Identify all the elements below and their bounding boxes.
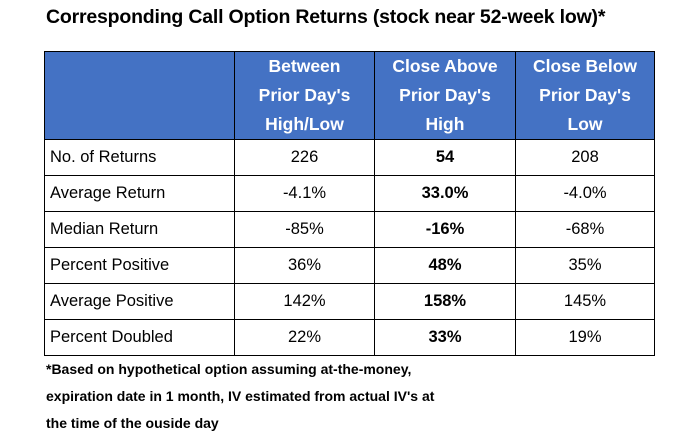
- footnote-line: expiration date in 1 month, IV estimated…: [46, 388, 435, 404]
- cell-between: -85%: [234, 211, 375, 248]
- footnote-line: the time of the ouside day: [46, 415, 219, 431]
- row-label: Average Positive: [44, 283, 235, 320]
- cell-close-above: 158%: [374, 283, 516, 320]
- cell-close-below: -68%: [515, 211, 655, 248]
- cell-close-below: 35%: [515, 247, 655, 284]
- cell-close-above: 48%: [374, 247, 516, 284]
- cell-close-above: 33%: [374, 319, 516, 356]
- table-row: Median Return -85% -16% -68%: [44, 211, 655, 248]
- cell-between: -4.1%: [234, 175, 375, 212]
- header-close-above: Close Above Prior Day's High: [374, 51, 516, 140]
- table-row: Average Positive 142% 158% 145%: [44, 283, 655, 320]
- header-line: Between: [268, 56, 341, 76]
- cell-close-below: -4.0%: [515, 175, 655, 212]
- header-close-below: Close Below Prior Day's Low: [515, 51, 655, 140]
- cell-close-above: 33.0%: [374, 175, 516, 212]
- row-label: No. of Returns: [44, 139, 235, 176]
- cell-close-below: 19%: [515, 319, 655, 356]
- header-line: High: [425, 114, 465, 134]
- table-row: Percent Doubled 22% 33% 19%: [44, 319, 655, 356]
- header-between: Between Prior Day's High/Low: [234, 51, 375, 140]
- table-row: No. of Returns 226 54 208: [44, 139, 655, 176]
- cell-close-below: 208: [515, 139, 655, 176]
- cell-close-below: 145%: [515, 283, 655, 320]
- cell-between: 22%: [234, 319, 375, 356]
- header-line: Prior Day's: [258, 85, 351, 105]
- table-row: Percent Positive 36% 48% 35%: [44, 247, 655, 284]
- cell-between: 142%: [234, 283, 375, 320]
- cell-close-above: -16%: [374, 211, 516, 248]
- header-line: Prior Day's: [399, 85, 491, 105]
- header-line: Close Below: [532, 56, 638, 76]
- cell-between: 36%: [234, 247, 375, 284]
- cell-close-above: 54: [374, 139, 516, 176]
- header-line: Prior Day's: [539, 85, 631, 105]
- header-line: Close Above: [392, 56, 498, 76]
- row-label: Median Return: [44, 211, 235, 248]
- row-label: Percent Positive: [44, 247, 235, 284]
- table-title: Corresponding Call Option Returns (stock…: [46, 6, 606, 28]
- row-label: Percent Doubled: [44, 319, 235, 356]
- row-label: Average Return: [44, 175, 235, 212]
- footnote-line: *Based on hypothetical option assuming a…: [46, 361, 412, 377]
- header-row: Between Prior Day's High/Low Close Above…: [44, 51, 655, 140]
- table-row: Average Return -4.1% 33.0% -4.0%: [44, 175, 655, 212]
- call-option-returns-table: Between Prior Day's High/Low Close Above…: [44, 51, 655, 356]
- cell-between: 226: [234, 139, 375, 176]
- header-line: High/Low: [265, 114, 344, 134]
- header-line: Low: [567, 114, 603, 134]
- footnote: *Based on hypothetical option assuming a…: [46, 356, 606, 437]
- header-corner: [44, 51, 235, 140]
